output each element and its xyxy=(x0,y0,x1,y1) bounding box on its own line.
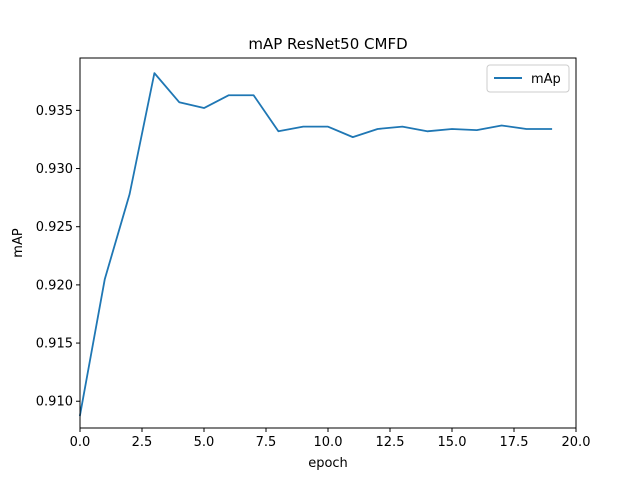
legend: mAp xyxy=(486,64,570,93)
x-tick-label: 17.5 xyxy=(500,435,529,450)
x-tick-label: 2.5 xyxy=(132,435,153,450)
x-tick-label: 15.0 xyxy=(438,435,467,450)
x-tick-label: 20.0 xyxy=(562,435,591,450)
x-tick-label: 7.5 xyxy=(256,435,277,450)
x-tick-label: 5.0 xyxy=(194,435,215,450)
y-tick-label: 0.910 xyxy=(36,395,73,410)
y-axis-label: mAP xyxy=(11,228,26,258)
y-tick-label: 0.920 xyxy=(36,278,73,293)
legend-label: mAp xyxy=(531,72,561,87)
x-axis-ticks: 0.0 2.5 5.0 7.5 10.0 12.5 15.0 17.5 20.0 xyxy=(70,428,591,450)
series-layer xyxy=(78,72,553,417)
y-tick-label: 0.935 xyxy=(36,104,73,119)
x-axis-label: epoch xyxy=(308,456,348,471)
axes-frame xyxy=(79,57,577,429)
x-tick-label: 10.0 xyxy=(314,435,343,450)
plot-area: 0.0 2.5 5.0 7.5 10.0 12.5 15.0 17.5 20.0 0.9100.… xyxy=(36,57,591,450)
y-tick-label: 0.930 xyxy=(36,162,73,177)
y-tick-label: 0.925 xyxy=(36,220,73,235)
x-tick-label: 0.0 xyxy=(70,435,91,450)
series-line-mAp xyxy=(78,72,553,417)
legend-box xyxy=(486,64,570,93)
chart-title: mAP ResNet50 CMFD xyxy=(248,35,407,53)
x-tick-label: 12.5 xyxy=(376,435,405,450)
y-axis-ticks: 0.910 0.915 0.920 0.925 0.930 0.935 xyxy=(36,104,80,410)
y-tick-label: 0.915 xyxy=(36,337,73,352)
